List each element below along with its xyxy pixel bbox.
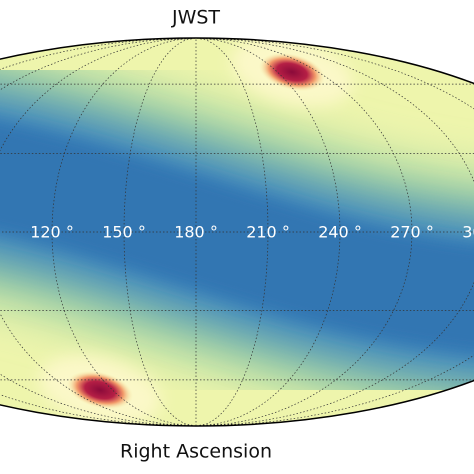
- x-tick-label: 240 °: [318, 223, 362, 242]
- meridian: [195, 38, 474, 426]
- meridian: [195, 38, 341, 426]
- x-tick-label: 210 °: [246, 223, 290, 242]
- chart-title: JWST: [171, 7, 220, 29]
- meridian: [0, 38, 197, 426]
- x-tick-label: 150 °: [102, 223, 146, 242]
- x-tick-label: 180 °: [174, 223, 218, 242]
- x-tick-label: 120 °: [30, 223, 74, 242]
- map-border: [0, 37, 474, 427]
- x-tick-label: 270 °: [390, 223, 434, 242]
- x-tick-label: 300 °: [462, 223, 474, 242]
- x-axis-label: Right Ascension: [120, 441, 272, 463]
